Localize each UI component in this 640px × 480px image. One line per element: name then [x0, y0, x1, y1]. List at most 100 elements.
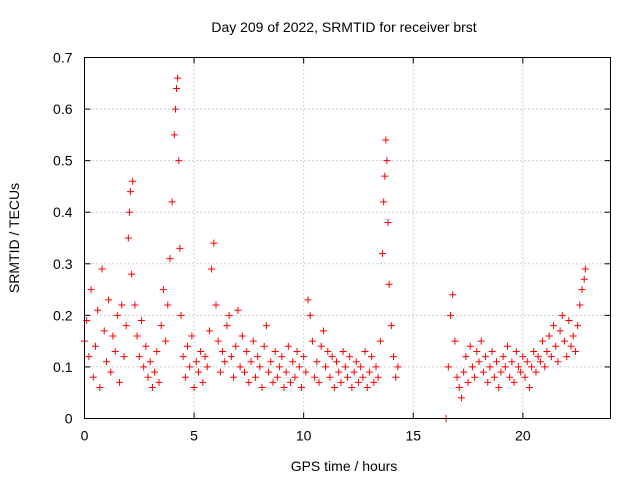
y-tick-label: 0.4 — [53, 204, 73, 220]
data-point — [468, 363, 476, 371]
data-point — [216, 368, 224, 376]
data-point — [512, 347, 520, 355]
data-point — [179, 353, 187, 361]
data-point — [278, 353, 286, 361]
data-point — [519, 353, 527, 361]
data-point — [135, 353, 143, 361]
data-point — [493, 358, 501, 366]
y-tick-label: 0.2 — [53, 307, 73, 323]
data-point — [129, 177, 137, 185]
data-point — [225, 311, 233, 319]
data-point — [354, 378, 362, 386]
x-tick-label: 20 — [515, 428, 531, 444]
data-point — [350, 368, 358, 376]
data-point — [503, 342, 511, 350]
data-point — [348, 384, 356, 392]
data-point — [473, 347, 481, 355]
data-point — [319, 327, 327, 335]
data-point — [363, 384, 371, 392]
x-tick-label: 10 — [296, 428, 312, 444]
data-point — [175, 157, 183, 165]
data-point — [276, 363, 284, 371]
data-point — [361, 347, 369, 355]
data-point — [539, 337, 547, 345]
data-point — [475, 358, 483, 366]
data-point — [124, 234, 132, 242]
data-point — [521, 373, 529, 381]
data-point — [157, 322, 165, 330]
data-point — [547, 353, 555, 361]
data-point — [311, 373, 319, 381]
data-point — [304, 296, 312, 304]
data-point — [94, 306, 102, 314]
data-point — [455, 384, 463, 392]
y-axis-label: SRMTID / TECUs — [6, 183, 22, 293]
data-point — [142, 342, 150, 350]
data-point — [91, 342, 99, 350]
data-point — [382, 136, 390, 144]
data-point — [339, 347, 347, 355]
data-point — [449, 291, 457, 299]
data-point — [486, 363, 494, 371]
data-point — [208, 265, 216, 273]
data-point — [464, 378, 472, 386]
data-point — [554, 358, 562, 366]
data-point — [184, 342, 192, 350]
data-point — [558, 311, 566, 319]
data-point — [394, 363, 402, 371]
data-point — [379, 249, 387, 257]
data-point — [302, 368, 310, 376]
data-point — [262, 322, 270, 330]
data-point — [574, 322, 582, 330]
data-point — [118, 301, 126, 309]
data-point — [173, 84, 181, 92]
data-point — [466, 342, 474, 350]
data-point — [280, 384, 288, 392]
data-point — [556, 327, 564, 335]
data-point — [128, 270, 136, 278]
chart-title: Day 209 of 2022, SRMTID for receiver brs… — [211, 19, 476, 35]
data-point — [127, 188, 135, 196]
data-point — [144, 373, 152, 381]
data-point — [227, 353, 235, 361]
data-point — [447, 311, 455, 319]
data-point — [495, 384, 503, 392]
data-point — [510, 378, 518, 386]
data-point — [545, 332, 553, 340]
y-tick-label: 0.5 — [53, 153, 73, 169]
data-point — [177, 311, 185, 319]
data-point — [89, 373, 97, 381]
data-point — [205, 327, 213, 335]
data-point — [236, 363, 244, 371]
data-point — [333, 358, 341, 366]
data-point — [247, 358, 255, 366]
data-point — [576, 301, 584, 309]
data-point — [344, 373, 351, 381]
data-point — [488, 347, 496, 355]
data-point — [330, 384, 338, 392]
data-point — [565, 317, 573, 325]
data-point — [273, 373, 281, 381]
data-point — [501, 363, 509, 371]
data-point — [293, 347, 301, 355]
data-point — [219, 347, 227, 355]
data-point — [543, 347, 551, 355]
data-point — [109, 332, 117, 340]
data-point — [166, 255, 174, 263]
data-point — [223, 322, 231, 330]
data-point — [541, 363, 549, 371]
data-point — [199, 378, 207, 386]
x-axis-label: GPS time / hours — [291, 458, 398, 474]
data-point — [490, 373, 498, 381]
data-point — [460, 368, 468, 376]
data-point — [251, 373, 259, 381]
data-point — [569, 332, 577, 340]
data-point — [530, 347, 538, 355]
data-point — [230, 373, 238, 381]
x-tick-label: 5 — [190, 428, 198, 444]
data-point — [390, 353, 398, 361]
y-tick-label: 0.7 — [53, 50, 73, 66]
data-point — [125, 208, 133, 216]
data-point — [197, 347, 205, 355]
data-point — [148, 384, 156, 392]
